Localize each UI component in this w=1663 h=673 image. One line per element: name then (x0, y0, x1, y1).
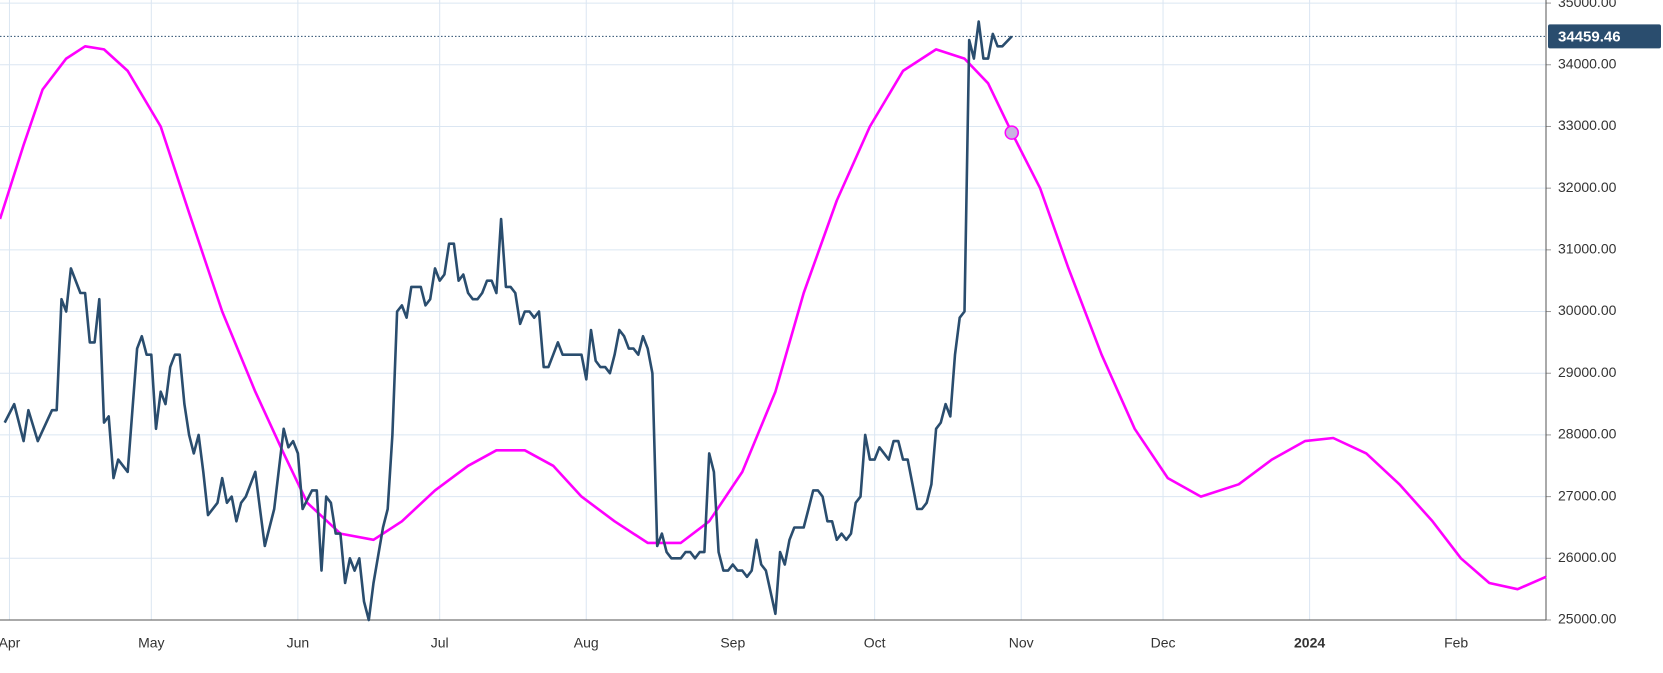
y-tick-label: 35000.00 (1558, 0, 1617, 10)
y-tick-label: 28000.00 (1558, 426, 1617, 442)
x-tick-label: Jul (431, 635, 449, 651)
x-tick-label: Jun (287, 635, 310, 651)
x-tick-label: 2024 (1294, 635, 1325, 651)
y-tick-label: 25000.00 (1558, 611, 1617, 627)
y-tick-label: 27000.00 (1558, 487, 1617, 503)
x-tick-label: May (138, 635, 164, 651)
series-line (3, 20, 1013, 622)
x-tick-label: Oct (864, 635, 886, 651)
current-marker (1004, 125, 1020, 140)
x-tick-label: Sep (720, 635, 745, 651)
x-tick-label: Apr (0, 635, 21, 651)
y-tick-label: 26000.00 (1558, 549, 1617, 565)
y-tick-label: 33000.00 (1558, 117, 1617, 133)
x-tick-label: Feb (1444, 635, 1468, 651)
y-tick-label: 34000.00 (1558, 55, 1617, 71)
last-price-label: 34459.46 (1558, 28, 1621, 45)
x-tick-label: Aug (574, 635, 599, 651)
series-line (0, 45, 1547, 591)
y-tick-label: 31000.00 (1558, 241, 1617, 257)
x-tick-label: Dec (1151, 635, 1176, 651)
y-tick-label: 30000.00 (1558, 302, 1617, 318)
y-tick-label: 29000.00 (1558, 364, 1617, 380)
y-tick-label: 32000.00 (1558, 179, 1617, 195)
last-price-box (1548, 24, 1661, 49)
x-tick-label: Nov (1009, 635, 1034, 651)
